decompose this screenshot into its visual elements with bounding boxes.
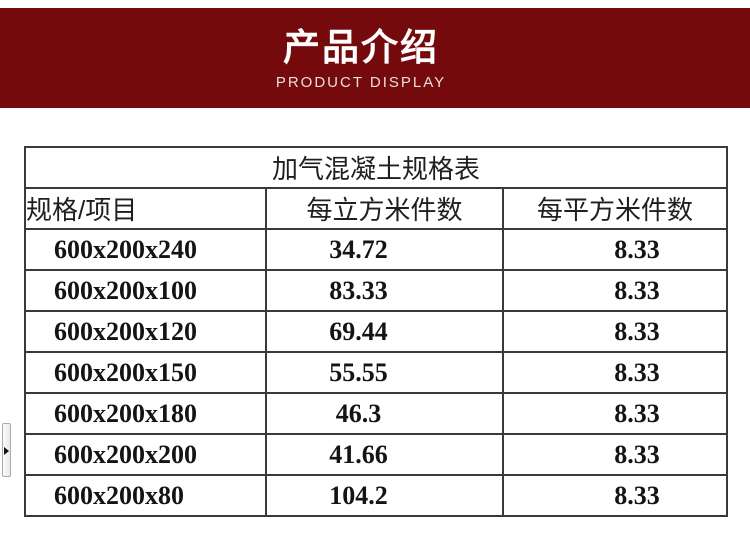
table-row: 600x200x100 83.33 8.33 [24, 269, 729, 312]
side-panel-handle[interactable] [2, 423, 11, 477]
table-title: 加气混凝土规格表 [23, 146, 729, 189]
table-row: 600x200x180 46.3 8.33 [24, 392, 729, 435]
banner-title: 产品介绍 [283, 27, 439, 68]
spec-table: 加气混凝土规格表 规格/项目 每立方米件数 每平方米件数 600x200x240… [23, 146, 729, 517]
value-cell: 69.44 [265, 310, 504, 353]
spec-cell: 600x200x120 [24, 310, 267, 353]
value-cell: 55.55 [265, 351, 504, 394]
value-cell: 8.33 [501, 269, 729, 312]
value-cell: 8.33 [501, 228, 729, 271]
spec-cell: 600x200x150 [24, 351, 267, 394]
spec-cell: 600x200x100 [24, 269, 267, 312]
value-cell: 104.2 [265, 474, 504, 517]
table-row: 600x200x200 41.66 8.33 [24, 433, 729, 476]
spec-cell: 600x200x200 [24, 433, 267, 476]
value-cell: 8.33 [501, 392, 729, 435]
spec-table-body: 600x200x240 34.72 8.33 600x200x100 83.33 8.33… [24, 228, 729, 517]
table-row: 600x200x80 104.2 8.33 [24, 474, 729, 517]
value-cell: 46.3 [265, 392, 504, 435]
value-cell: 8.33 [501, 433, 729, 476]
value-cell: 34.72 [265, 228, 504, 271]
table-row: 600x200x240 34.72 8.33 [24, 228, 729, 271]
value-cell: 41.66 [265, 433, 504, 476]
column-header-per-cubic-meter: 每立方米件数 [265, 187, 504, 230]
spec-table-container: 加气混凝土规格表 规格/项目 每立方米件数 每平方米件数 600x200x240… [23, 146, 729, 517]
column-header-per-square-meter: 每平方米件数 [501, 187, 729, 230]
table-row: 600x200x120 69.44 8.33 [24, 310, 729, 353]
arrow-right-icon [4, 447, 9, 455]
table-header-row: 规格/项目 每立方米件数 每平方米件数 [24, 187, 729, 230]
banner-content: 产品介绍 PRODUCT DISPLAY [0, 8, 736, 91]
banner-subtitle: PRODUCT DISPLAY [275, 73, 447, 91]
value-cell: 8.33 [501, 351, 729, 394]
column-header-spec: 规格/项目 [24, 187, 267, 230]
product-intro-banner: 产品介绍 PRODUCT DISPLAY [0, 8, 750, 108]
value-cell: 8.33 [501, 474, 729, 517]
spec-cell: 600x200x80 [24, 474, 267, 517]
spec-cell: 600x200x240 [24, 228, 267, 271]
spec-cell: 600x200x180 [24, 392, 267, 435]
table-title-row: 加气混凝土规格表 [23, 146, 729, 189]
table-row: 600x200x150 55.55 8.33 [24, 351, 729, 394]
value-cell: 83.33 [265, 269, 504, 312]
value-cell: 8.33 [501, 310, 729, 353]
